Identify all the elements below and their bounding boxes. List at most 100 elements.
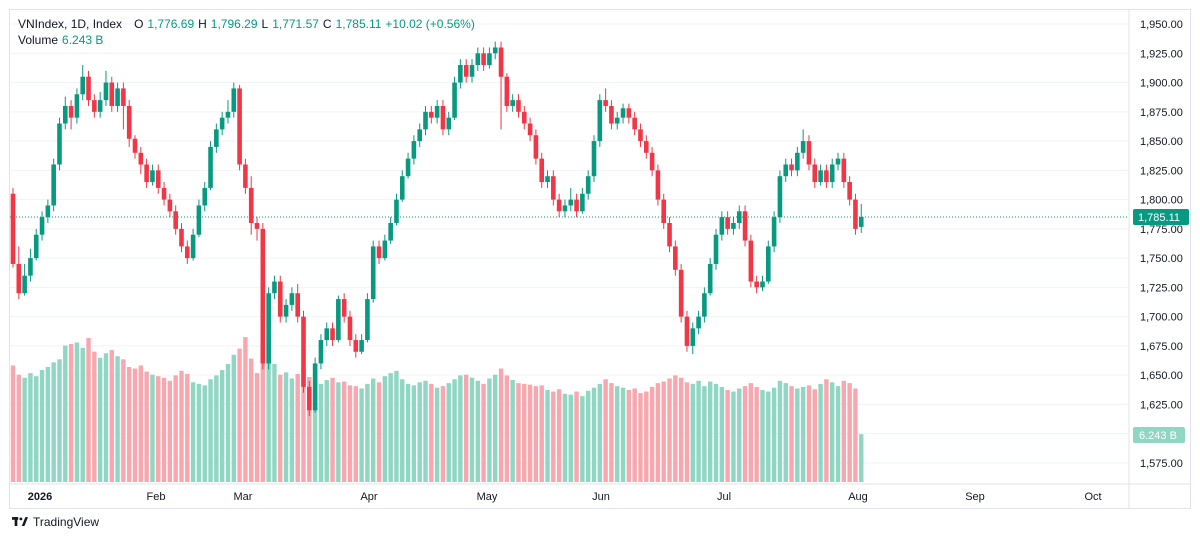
candle-body[interactable] xyxy=(295,293,300,317)
volume-bar[interactable] xyxy=(80,347,85,482)
candle-body[interactable] xyxy=(260,228,266,364)
volume-bar[interactable] xyxy=(708,381,713,482)
candle-body[interactable] xyxy=(516,100,521,112)
candle-body[interactable] xyxy=(434,105,440,118)
volume-bar[interactable] xyxy=(597,383,603,482)
volume-bar[interactable] xyxy=(22,377,27,482)
volume-bar[interactable] xyxy=(551,391,556,482)
candle-body[interactable] xyxy=(458,65,463,83)
candle-body[interactable] xyxy=(614,117,620,124)
volume-bar[interactable] xyxy=(719,386,725,482)
volume-bar[interactable] xyxy=(806,385,812,482)
volume-bar[interactable] xyxy=(115,356,120,482)
volume-bar[interactable] xyxy=(161,377,167,482)
volume-bar[interactable] xyxy=(835,386,841,482)
volume-bar[interactable] xyxy=(696,380,701,482)
candle-body[interactable] xyxy=(684,316,690,346)
volume-bar[interactable] xyxy=(626,390,632,482)
volume-bar[interactable] xyxy=(249,358,254,482)
volume-bar[interactable] xyxy=(353,386,358,482)
candle-body[interactable] xyxy=(22,275,27,294)
candle-body[interactable] xyxy=(620,108,626,118)
candle-body[interactable] xyxy=(853,199,858,229)
candle-body[interactable] xyxy=(109,82,115,106)
candle-body[interactable] xyxy=(62,105,68,124)
candle-body[interactable] xyxy=(824,170,829,183)
volume-bar[interactable] xyxy=(283,372,289,482)
volume-bar[interactable] xyxy=(214,375,219,482)
candle-body[interactable] xyxy=(487,53,492,66)
candle-body[interactable] xyxy=(248,187,254,224)
volume-bar[interactable] xyxy=(295,373,300,482)
candle-body[interactable] xyxy=(725,217,730,229)
candle-body[interactable] xyxy=(591,141,597,177)
candle-body[interactable] xyxy=(829,164,835,183)
volume-bar[interactable] xyxy=(411,385,417,482)
volume-bar[interactable] xyxy=(57,359,62,482)
candle-body[interactable] xyxy=(673,246,678,270)
candle-body[interactable] xyxy=(696,316,701,329)
volume-bar[interactable] xyxy=(615,386,620,482)
candle-body[interactable] xyxy=(277,281,283,317)
candle-body[interactable] xyxy=(736,211,742,224)
volume-bar[interactable] xyxy=(754,386,759,482)
volume-bar[interactable] xyxy=(824,379,829,482)
candle-body[interactable] xyxy=(742,211,748,241)
candle-body[interactable] xyxy=(237,88,242,165)
candle-body[interactable] xyxy=(452,82,457,118)
candle-body[interactable] xyxy=(39,217,45,235)
candle-body[interactable] xyxy=(86,76,91,101)
candle-body[interactable] xyxy=(760,281,765,288)
candle-body[interactable] xyxy=(382,240,388,259)
volume-bar[interactable] xyxy=(673,375,678,482)
volume-bar[interactable] xyxy=(179,370,184,482)
volume-bar[interactable] xyxy=(702,386,707,482)
candle-body[interactable] xyxy=(394,199,399,224)
candle-body[interactable] xyxy=(835,158,841,165)
candle-body[interactable] xyxy=(68,105,74,118)
volume-bar[interactable] xyxy=(237,348,242,482)
volume-bar[interactable] xyxy=(504,375,510,482)
volume-bar[interactable] xyxy=(39,370,45,482)
candle-body[interactable] xyxy=(190,234,196,259)
volume-bar[interactable] xyxy=(150,374,155,482)
candle-body[interactable] xyxy=(678,269,684,317)
candle-body[interactable] xyxy=(568,199,574,206)
candle-body[interactable] xyxy=(661,199,667,224)
candle-body[interactable] xyxy=(138,152,144,165)
candle-body[interactable] xyxy=(510,100,515,106)
candlestick-chart[interactable]: 1,575.001,600.001,625.001,650.001,675.00… xyxy=(10,10,1190,508)
volume-bar[interactable] xyxy=(254,373,260,482)
volume-bar[interactable] xyxy=(446,383,451,482)
volume-bar[interactable] xyxy=(312,380,318,482)
candle-body[interactable] xyxy=(231,88,237,112)
candle-body[interactable] xyxy=(92,100,97,112)
candle-body[interactable] xyxy=(574,199,579,212)
volume-bar[interactable] xyxy=(225,363,231,482)
candle-body[interactable] xyxy=(144,164,149,183)
volume-bar[interactable] xyxy=(167,380,173,482)
volume-bar[interactable] xyxy=(795,388,800,482)
candle-body[interactable] xyxy=(643,141,649,153)
volume-bar[interactable] xyxy=(417,382,422,482)
volume-bar[interactable] xyxy=(789,386,794,482)
volume-bar[interactable] xyxy=(132,368,138,482)
volume-bar[interactable] xyxy=(243,337,248,482)
candle-body[interactable] xyxy=(667,223,672,247)
volume-bar[interactable] xyxy=(487,378,492,483)
candle-body[interactable] xyxy=(626,108,632,118)
candle-body[interactable] xyxy=(51,164,56,206)
candle-body[interactable] xyxy=(272,281,277,294)
volume-bar[interactable] xyxy=(510,380,515,482)
candle-body[interactable] xyxy=(812,164,818,183)
candle-body[interactable] xyxy=(97,100,103,112)
volume-bar[interactable] xyxy=(138,365,144,482)
candle-body[interactable] xyxy=(632,117,637,130)
volume-bar[interactable] xyxy=(109,350,114,482)
candle-body[interactable] xyxy=(336,299,341,341)
volume-bar[interactable] xyxy=(760,390,765,482)
candle-body[interactable] xyxy=(173,211,178,229)
candle-body[interactable] xyxy=(57,123,62,165)
volume-bar[interactable] xyxy=(289,378,295,483)
candle-body[interactable] xyxy=(777,176,783,218)
